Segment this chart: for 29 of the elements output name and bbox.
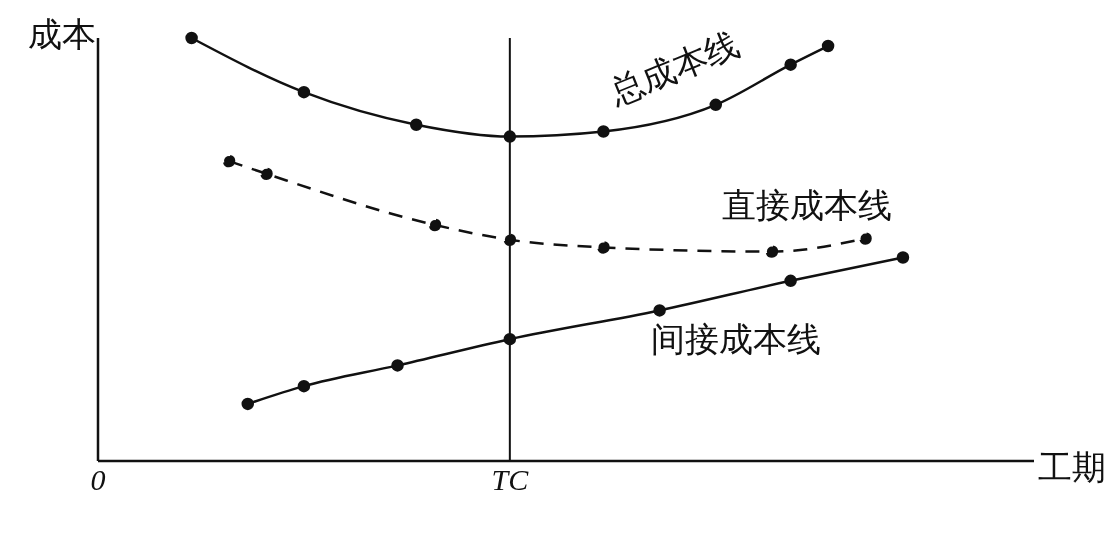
point bbox=[765, 245, 779, 258]
point bbox=[222, 154, 236, 168]
x-tick-label: 0 bbox=[90, 463, 106, 497]
point bbox=[784, 274, 797, 288]
point bbox=[241, 397, 255, 411]
text: 总成本线 bbox=[603, 25, 745, 112]
point bbox=[503, 130, 517, 143]
x-tick-label: TC bbox=[491, 463, 530, 497]
point bbox=[709, 98, 723, 112]
point bbox=[185, 31, 198, 45]
point bbox=[784, 58, 797, 71]
series-label: 直接成本线 bbox=[721, 186, 892, 224]
series-label: 间接成本线 bbox=[650, 320, 821, 358]
point bbox=[896, 251, 910, 264]
point bbox=[260, 167, 273, 181]
point bbox=[297, 85, 311, 99]
point bbox=[409, 118, 423, 131]
point bbox=[821, 39, 835, 53]
point bbox=[503, 233, 517, 247]
point bbox=[859, 232, 872, 245]
point bbox=[653, 304, 666, 317]
point bbox=[391, 359, 404, 372]
x-axis-title: 工期 bbox=[1038, 449, 1106, 486]
point bbox=[297, 379, 311, 393]
y-axis-title: 成本 bbox=[28, 16, 96, 53]
point bbox=[597, 241, 610, 254]
point bbox=[597, 125, 610, 138]
point bbox=[428, 218, 442, 232]
point bbox=[503, 332, 517, 346]
